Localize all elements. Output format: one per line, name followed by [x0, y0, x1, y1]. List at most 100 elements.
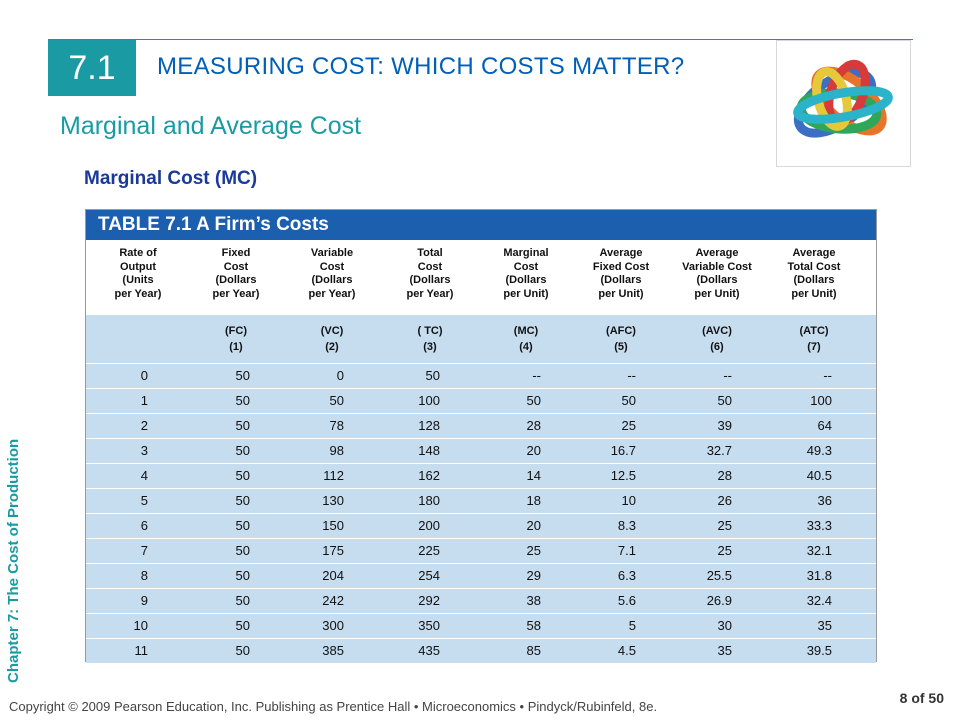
table-cell: 50	[235, 493, 250, 508]
column-header-line: (Dollars	[600, 274, 642, 286]
column-header-line: Average	[695, 247, 739, 259]
column-header-line: (Dollars	[409, 274, 451, 286]
table-cell: 85	[526, 643, 541, 658]
column-header-line: (Dollars	[696, 274, 738, 286]
table-row: 5 50 130 180 18 10 26 36	[86, 488, 876, 513]
table-cell: 50	[235, 618, 250, 633]
column-header-line: Cost	[319, 260, 345, 273]
column-header: Rate of Output (Units per Year)	[88, 247, 188, 301]
table-cell: 128	[418, 418, 440, 433]
table-cell: 7	[140, 543, 148, 558]
table-cell: 7.1	[617, 543, 636, 558]
column-header-line: (Dollars	[505, 274, 547, 286]
column-abbr: (FC)	[225, 325, 247, 337]
table-cell: 50	[235, 593, 250, 608]
table-cell: 50	[235, 468, 250, 483]
column-abbreviation: (VC) (2)	[302, 323, 362, 355]
table-cell: 100	[810, 393, 832, 408]
table-cell: 9	[140, 593, 148, 608]
table-row: 1 50 50 100 50 50 50 100	[86, 388, 876, 413]
table-cell: 38	[526, 593, 541, 608]
table-cell: 25.5	[706, 568, 732, 583]
table-row: 11 50 385 435 85 4.5 35 39.5	[86, 638, 876, 663]
table-row: 9 50 242 292 38 5.6 26.9 32.4	[86, 588, 876, 613]
table-cell: 20	[526, 443, 541, 458]
column-header-line: Cost	[223, 260, 249, 273]
column-header-line: Average	[599, 247, 643, 259]
table-cell: 16.7	[610, 443, 636, 458]
table-row: 4 50 112 162 14 12.5 28 40.5	[86, 463, 876, 488]
table-cell: 300	[322, 618, 344, 633]
column-header-line: (Dollars	[215, 274, 257, 286]
table-cell: 25	[621, 418, 636, 433]
top-rule	[48, 39, 913, 40]
table-cell: 25	[717, 518, 732, 533]
table-cell: 6	[140, 518, 148, 533]
table-cell: 4.5	[617, 643, 636, 658]
column-header-line: Variable	[310, 247, 354, 259]
table-cell: 40.5	[806, 468, 832, 483]
table-cell: 112	[323, 468, 344, 483]
table-cell: 11	[134, 643, 149, 658]
table-cell: 4	[140, 468, 148, 483]
column-header: Average Fixed Cost (Dollars per Unit)	[571, 247, 671, 301]
table-cell: 6.3	[617, 568, 636, 583]
column-number: (6)	[710, 341, 724, 353]
table-cell: 49.3	[806, 443, 832, 458]
table-cell: 148	[418, 443, 440, 458]
table-cell: 26.9	[706, 593, 732, 608]
table-cell: 175	[322, 543, 344, 558]
table-cell: 39	[717, 418, 732, 433]
table-cell: 35	[817, 618, 832, 633]
column-abbreviation: (ATC) (7)	[784, 323, 844, 355]
column-number: (5)	[614, 341, 628, 353]
table-cell: 242	[322, 593, 344, 608]
column-header-line: Marginal	[503, 247, 549, 259]
column-abbr: ( TC)	[417, 325, 443, 337]
table-cell: 30	[717, 618, 732, 633]
table-cell: 150	[322, 518, 344, 533]
column-header-line: Total	[417, 247, 443, 259]
table-cell: 350	[418, 618, 440, 633]
column-abbr: (ATC)	[799, 325, 829, 337]
table-cell: 50	[621, 393, 636, 408]
table-cell: 50	[235, 368, 250, 383]
table-cell: 225	[418, 543, 440, 558]
table-cell: 180	[418, 493, 440, 508]
table-cell: 5.6	[617, 593, 636, 608]
table-cell: 50	[526, 393, 541, 408]
column-abbreviation: (AVC) (6)	[687, 323, 747, 355]
column-header: Marginal Cost (Dollars per Unit)	[476, 247, 576, 301]
column-number: (3)	[423, 341, 437, 353]
table-cell: 8.3	[617, 518, 636, 533]
table-cell: 12.5	[610, 468, 636, 483]
table-title: TABLE 7.1 A Firm’s Costs	[98, 214, 329, 235]
column-header: Total Cost (Dollars per Year)	[380, 247, 480, 301]
chapter-side-label: Chapter 7: The Cost of Production	[5, 438, 22, 683]
table-cell: 50	[235, 643, 250, 658]
table-cell: 28	[717, 468, 732, 483]
column-header-line: (Dollars	[311, 274, 353, 286]
column-abbreviation: (MC) (4)	[496, 323, 556, 355]
column-header-line: Fixed	[221, 247, 251, 259]
table-cell: 292	[418, 593, 440, 608]
column-header-line: Fixed Cost	[592, 260, 650, 273]
table-cell: 50	[235, 568, 250, 583]
column-header-line: Variable Cost	[682, 260, 752, 273]
table-cell: 8	[140, 568, 148, 583]
table-cell: 0	[336, 368, 344, 383]
table-cell: 162	[418, 468, 440, 483]
table-cell: 32.1	[806, 543, 832, 558]
column-header-line: Cost	[417, 260, 443, 273]
column-header: Variable Cost (Dollars per Year)	[282, 247, 382, 301]
table-cell: 20	[526, 518, 541, 533]
table-cell: 35	[717, 643, 732, 658]
table-cell: 36	[817, 493, 832, 508]
table-cell: 14	[526, 468, 541, 483]
column-header-line: per Year)	[406, 287, 454, 300]
table-row: 10 50 300 350 58 5 30 35	[86, 613, 876, 638]
table-cell: --	[823, 368, 832, 383]
table-cell: 10	[621, 493, 636, 508]
column-header-line: per Year)	[114, 287, 162, 300]
column-abbr: (AFC)	[606, 325, 636, 337]
